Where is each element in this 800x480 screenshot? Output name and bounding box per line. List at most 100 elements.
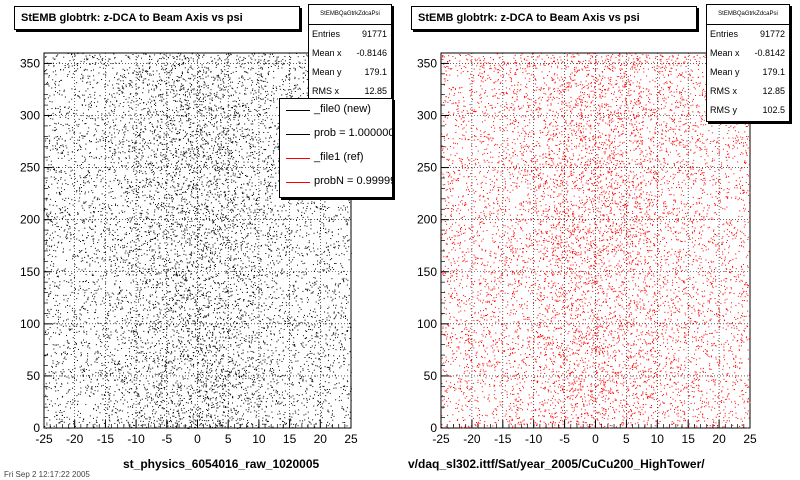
data-point xyxy=(225,153,227,155)
data-point xyxy=(307,247,309,249)
data-point xyxy=(217,178,219,180)
data-point xyxy=(137,314,139,316)
data-point xyxy=(74,177,76,179)
data-point xyxy=(55,178,57,179)
data-point xyxy=(283,328,285,330)
data-point xyxy=(181,243,183,245)
data-point xyxy=(151,398,152,400)
data-point xyxy=(146,280,147,282)
data-point xyxy=(138,411,140,413)
data-point xyxy=(120,152,121,154)
data-point xyxy=(230,291,232,293)
data-point xyxy=(208,256,210,258)
data-point xyxy=(260,266,262,268)
data-point xyxy=(80,177,82,179)
data-point xyxy=(252,318,254,320)
data-point xyxy=(259,270,261,272)
data-point xyxy=(216,185,218,186)
data-point xyxy=(240,272,242,274)
data-point xyxy=(203,316,205,318)
data-point xyxy=(118,244,119,246)
data-point xyxy=(60,136,61,138)
data-point xyxy=(111,234,113,236)
data-point xyxy=(254,270,256,272)
data-point xyxy=(282,59,284,60)
data-point xyxy=(221,144,222,146)
data-point xyxy=(61,420,63,422)
data-point xyxy=(140,122,142,124)
data-point xyxy=(188,294,190,296)
data-point xyxy=(253,157,255,159)
data-point xyxy=(135,368,137,370)
data-point xyxy=(204,155,206,157)
data-point xyxy=(182,399,183,401)
data-point xyxy=(93,102,95,104)
data-point xyxy=(89,152,91,153)
data-point xyxy=(137,284,139,286)
data-point xyxy=(184,229,186,231)
data-point xyxy=(177,185,179,187)
data-point xyxy=(234,114,236,116)
data-point xyxy=(259,394,261,396)
data-point xyxy=(208,337,210,339)
data-point xyxy=(247,196,249,198)
data-point xyxy=(182,106,184,108)
data-point xyxy=(171,212,173,214)
data-point xyxy=(89,258,91,260)
data-point xyxy=(51,216,53,217)
data-point xyxy=(204,340,206,342)
data-point xyxy=(143,53,145,55)
data-point xyxy=(49,212,51,214)
data-point xyxy=(161,128,163,129)
data-point xyxy=(294,405,296,407)
data-point xyxy=(326,268,328,270)
data-point xyxy=(265,391,266,393)
data-point xyxy=(344,349,346,351)
data-point xyxy=(178,178,179,179)
data-point xyxy=(180,356,182,358)
data-point xyxy=(64,215,66,217)
data-point xyxy=(271,280,273,282)
data-point xyxy=(88,106,90,108)
data-point xyxy=(235,243,237,245)
data-point xyxy=(239,377,240,378)
data-point xyxy=(208,420,210,422)
data-point xyxy=(165,264,167,266)
data-point xyxy=(316,335,318,337)
data-point xyxy=(193,296,195,298)
data-point xyxy=(334,374,336,376)
data-point xyxy=(66,224,68,226)
data-point xyxy=(190,118,192,120)
data-point xyxy=(256,377,258,379)
data-point xyxy=(74,228,76,230)
data-point xyxy=(101,119,103,121)
data-point xyxy=(203,249,204,251)
data-point xyxy=(182,207,184,209)
data-point xyxy=(175,311,177,313)
data-point xyxy=(280,272,282,274)
data-point xyxy=(122,270,124,272)
data-point xyxy=(218,340,220,342)
data-point xyxy=(121,91,123,92)
data-point xyxy=(187,349,189,351)
data-point xyxy=(275,391,277,393)
data-point xyxy=(268,67,269,69)
data-point xyxy=(323,401,325,403)
data-point xyxy=(289,413,291,415)
data-point xyxy=(229,267,231,269)
data-point xyxy=(224,346,225,348)
data-point xyxy=(238,281,240,283)
data-point xyxy=(176,331,178,333)
data-point xyxy=(189,66,191,68)
data-point xyxy=(112,372,114,374)
data-point xyxy=(181,122,183,124)
data-point xyxy=(246,235,248,237)
data-point xyxy=(58,318,59,320)
data-point xyxy=(80,66,81,68)
data-point xyxy=(64,268,66,270)
data-point xyxy=(340,213,342,215)
data-point xyxy=(262,160,264,162)
data-point xyxy=(220,113,222,115)
data-point xyxy=(293,256,295,258)
data-point xyxy=(188,393,189,395)
